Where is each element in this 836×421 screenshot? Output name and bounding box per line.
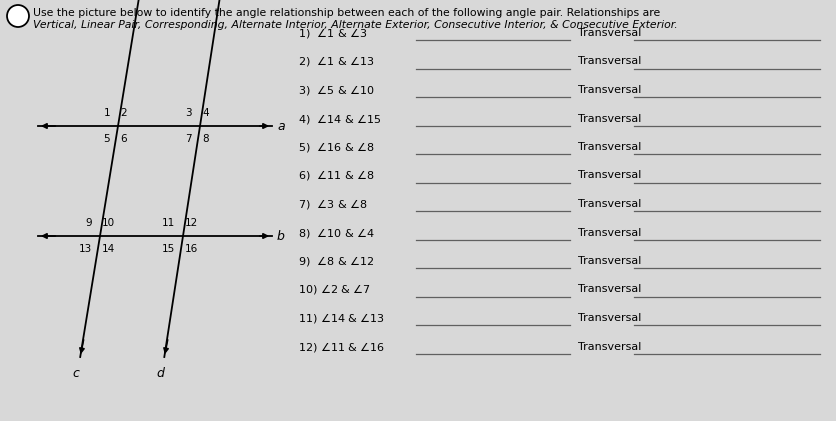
Text: 8)  $\angle$10 & $\angle$4: 8) $\angle$10 & $\angle$4: [298, 226, 375, 240]
Text: Transversal: Transversal: [578, 85, 641, 95]
Text: 2: 2: [120, 108, 126, 118]
Text: d: d: [156, 367, 164, 380]
Text: 15: 15: [161, 244, 175, 254]
Text: 12: 12: [185, 218, 198, 228]
Text: 3: 3: [186, 108, 192, 118]
Text: 2)  $\angle$1 & $\angle$13: 2) $\angle$1 & $\angle$13: [298, 54, 375, 69]
Text: 11) $\angle$14 & $\angle$13: 11) $\angle$14 & $\angle$13: [298, 311, 385, 325]
Text: 10: 10: [102, 218, 115, 228]
Text: Transversal: Transversal: [578, 142, 641, 152]
Text: 11: 11: [161, 218, 175, 228]
Text: 6: 6: [120, 134, 126, 144]
Text: Transversal: Transversal: [578, 114, 641, 123]
Text: 3)  $\angle$5 & $\angle$10: 3) $\angle$5 & $\angle$10: [298, 83, 375, 97]
Text: 4)  $\angle$14 & $\angle$15: 4) $\angle$14 & $\angle$15: [298, 112, 381, 125]
Text: Transversal: Transversal: [578, 341, 641, 352]
Circle shape: [7, 5, 29, 27]
Text: 12) $\angle$11 & $\angle$16: 12) $\angle$11 & $\angle$16: [298, 339, 385, 354]
Text: 8: 8: [202, 134, 209, 144]
Text: b: b: [277, 229, 285, 242]
Text: Transversal: Transversal: [578, 28, 641, 38]
Text: 9: 9: [85, 218, 92, 228]
Text: 5)  $\angle$16 & $\angle$8: 5) $\angle$16 & $\angle$8: [298, 140, 375, 154]
Text: 14: 14: [102, 244, 115, 254]
Text: 13: 13: [79, 244, 92, 254]
Text: 10) $\angle$2 & $\angle$7: 10) $\angle$2 & $\angle$7: [298, 282, 371, 296]
Text: Vertical, Linear Pair, Corresponding, Alternate Interior, Alternate Exterior, Co: Vertical, Linear Pair, Corresponding, Al…: [33, 20, 678, 30]
Text: 1)  $\angle$1 & $\angle$3: 1) $\angle$1 & $\angle$3: [298, 26, 367, 40]
Text: 16: 16: [185, 244, 198, 254]
Text: Transversal: Transversal: [578, 256, 641, 266]
Text: Transversal: Transversal: [578, 285, 641, 295]
Text: 5: 5: [104, 134, 110, 144]
Text: Transversal: Transversal: [578, 56, 641, 67]
Text: Use the picture below to identify the angle relationship between each of the fol: Use the picture below to identify the an…: [33, 8, 660, 18]
Text: Transversal: Transversal: [578, 313, 641, 323]
Text: 7: 7: [186, 134, 192, 144]
Text: a: a: [277, 120, 284, 133]
Text: 6)  $\angle$11 & $\angle$8: 6) $\angle$11 & $\angle$8: [298, 168, 375, 182]
Text: Transversal: Transversal: [578, 171, 641, 181]
Text: 9)  $\angle$8 & $\angle$12: 9) $\angle$8 & $\angle$12: [298, 254, 375, 268]
Text: 4: 4: [202, 108, 209, 118]
Text: c: c: [73, 367, 79, 380]
Text: Transversal: Transversal: [578, 199, 641, 209]
Text: Transversal: Transversal: [578, 227, 641, 237]
Text: 7)  $\angle$3 & $\angle$8: 7) $\angle$3 & $\angle$8: [298, 197, 368, 211]
Text: 1: 1: [104, 108, 110, 118]
